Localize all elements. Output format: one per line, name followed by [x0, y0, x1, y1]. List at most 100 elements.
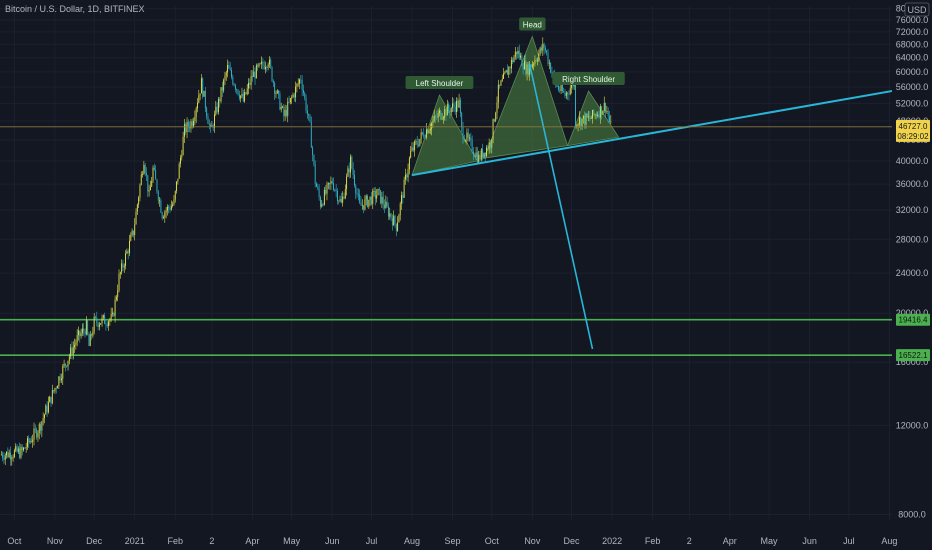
candle-body — [425, 129, 427, 138]
head-label-box — [519, 17, 546, 31]
candle-body — [563, 91, 565, 93]
y-tick-label: 68000.0 — [896, 39, 929, 49]
currency-badge[interactable]: USD — [904, 2, 930, 17]
candle-body — [144, 164, 146, 174]
candle-body — [178, 163, 180, 179]
candle-body — [435, 116, 436, 117]
candle-body — [466, 132, 468, 141]
head-triangle — [483, 35, 569, 159]
right-shoulder-label-box — [552, 72, 625, 86]
candle-body — [157, 191, 159, 201]
candle-body — [531, 64, 533, 68]
candle-body — [135, 211, 137, 225]
candle-body — [227, 65, 229, 73]
candle-body — [236, 89, 238, 90]
x-tick-label: 2 — [209, 536, 214, 546]
candle-body — [136, 204, 138, 212]
candle-body — [406, 174, 408, 178]
candle-body — [122, 263, 124, 268]
candle-body — [318, 188, 320, 198]
candle-body — [589, 116, 591, 119]
support-levels[interactable] — [0, 318, 892, 356]
candle-body — [187, 121, 189, 127]
candle-body — [173, 199, 175, 205]
trend-lines[interactable] — [411, 64, 893, 350]
candle-body — [262, 61, 264, 66]
candle-body — [533, 63, 535, 65]
candle-body — [42, 417, 44, 422]
support-2-tag-box — [896, 349, 930, 362]
candle-body — [474, 154, 476, 157]
candle-body — [516, 51, 518, 55]
candle-body — [270, 59, 272, 68]
x-tick-label: Jun — [325, 536, 340, 546]
candle-body — [274, 82, 276, 94]
candle-body — [382, 196, 384, 205]
candle-body — [462, 127, 464, 139]
time-axis[interactable]: Oct Nov Dec 2021 Feb 2 Apr May Jun Jul Aug Sep Oct No… — [7, 536, 897, 546]
candle-body — [446, 104, 448, 116]
candle-body — [433, 116, 435, 121]
candle-body — [609, 116, 610, 122]
candle-body — [203, 90, 205, 97]
candle-body — [12, 457, 14, 459]
candle-body — [309, 115, 311, 122]
candle-body — [495, 112, 497, 121]
candle-body — [607, 111, 609, 117]
candle-body — [452, 103, 453, 108]
candle-body — [87, 320, 89, 335]
candle-body — [161, 212, 163, 219]
candle-body — [410, 150, 412, 158]
candle-body — [478, 154, 480, 163]
candle-body — [568, 93, 570, 95]
candle-body — [210, 124, 212, 127]
candle-body — [189, 126, 191, 129]
candle-body — [602, 110, 604, 115]
candle-body — [93, 316, 95, 332]
candle-body — [394, 215, 396, 224]
candle-body — [29, 441, 31, 443]
candle-body — [535, 60, 537, 61]
candle-body — [597, 114, 599, 117]
chart-title: Bitcoin / U.S. Dollar, 1D, BITFINEX — [5, 4, 145, 14]
candle-body — [119, 272, 121, 274]
candle-body — [81, 328, 83, 333]
candle-body — [525, 60, 527, 75]
candle-body — [185, 124, 187, 133]
candle-body — [231, 70, 232, 77]
candle-body — [505, 70, 507, 73]
candle-body — [232, 76, 234, 84]
candle-body — [148, 190, 150, 192]
candle-body — [190, 121, 192, 129]
time-axis-background[interactable] — [0, 530, 932, 550]
candle-body — [127, 251, 129, 254]
candle-body — [428, 130, 430, 134]
candle-body — [50, 396, 52, 404]
neckline — [411, 90, 893, 177]
candle-body — [147, 175, 149, 192]
candle-body — [221, 87, 223, 91]
candle-body — [88, 334, 90, 346]
candle-body — [302, 90, 304, 94]
candle-body — [582, 115, 584, 119]
candle-body — [297, 83, 299, 85]
candle-body — [268, 59, 270, 65]
candle-body — [401, 195, 402, 204]
head-and-shoulders-pattern[interactable] — [411, 35, 620, 176]
candle-body — [567, 92, 569, 94]
candle-body — [8, 452, 10, 458]
x-tick-label: Feb — [168, 536, 184, 546]
candle-body — [104, 315, 106, 324]
candle-body — [437, 113, 439, 118]
candle-body — [421, 132, 423, 134]
candle-body — [561, 84, 563, 92]
candle-body — [131, 230, 133, 236]
price-axis-background[interactable] — [892, 0, 932, 530]
candle-body — [44, 414, 45, 418]
candle-body — [285, 109, 287, 116]
candle-body — [272, 81, 274, 83]
candle-body — [436, 116, 438, 118]
candle-body — [368, 199, 370, 207]
